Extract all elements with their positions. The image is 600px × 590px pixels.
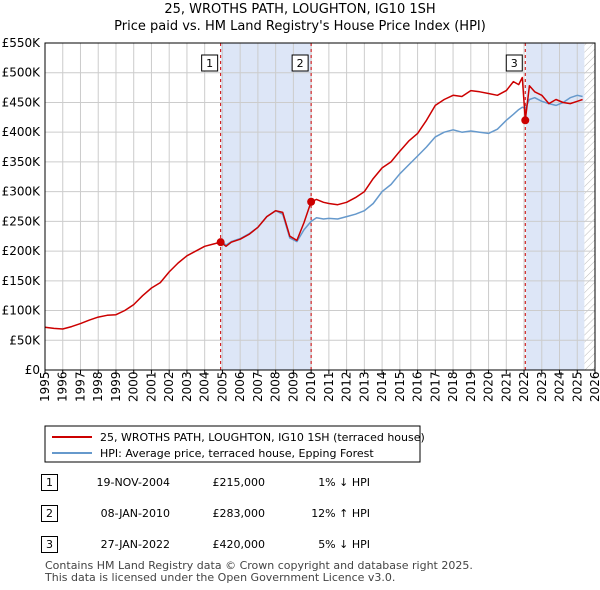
y-tick-10: £500K (2, 66, 42, 80)
sale-date-1: 19-NOV-2004 (96, 476, 170, 489)
sale-marker-3 (521, 116, 530, 125)
x-tick-2016: 2016 (411, 371, 425, 402)
x-tick-2008: 2008 (269, 371, 283, 402)
forecast-hatch (584, 43, 595, 370)
x-tick-2018: 2018 (446, 371, 460, 402)
sale-label-boxes: 1 2 3 (201, 54, 523, 72)
shaded-range-1 (220, 43, 312, 370)
legend-frame (44, 425, 421, 463)
y-tick-9: £450K (2, 95, 42, 109)
x-tick-2021: 2021 (499, 371, 513, 402)
x-tick-2014: 2014 (375, 371, 389, 402)
sale-date-2: 08-JAN-2010 (100, 507, 170, 520)
sale-number-1: 1 (41, 474, 58, 491)
y-tick-2: £100K (2, 304, 42, 318)
x-tick-2010: 2010 (304, 371, 318, 402)
x-tick-1996: 1996 (56, 371, 70, 402)
sale-marker-2 (307, 197, 316, 206)
sale-row-3: 3 27-JAN-2022 £420,000 5% ↓ HPI (0, 536, 600, 556)
x-tick-2026: 2026 (588, 371, 600, 402)
sale-row-1: 1 19-NOV-2004 £215,000 1% ↓ HPI (0, 474, 600, 494)
x-tick-2002: 2002 (162, 371, 176, 402)
sale-box-label-1: 1 (206, 57, 213, 70)
x-tick-2006: 2006 (233, 371, 247, 402)
x-tick-2001: 2001 (144, 371, 158, 402)
sale-box-1 (201, 54, 219, 72)
x-tick-2015: 2015 (393, 371, 407, 402)
y-tick-8: £400K (2, 125, 42, 139)
series-lines (44, 76, 583, 330)
x-tick-2020: 2020 (482, 371, 496, 402)
sale-box-2 (291, 54, 309, 72)
x-tick-2019: 2019 (464, 371, 478, 402)
footer-line-1: Contains HM Land Registry data © Crown c… (45, 559, 473, 572)
sale-vertical-lines (220, 43, 526, 370)
y-tick-5: £250K (2, 214, 42, 228)
sale-number-2: 2 (41, 505, 58, 522)
x-tick-2000: 2000 (127, 371, 141, 402)
legend-price-label: 25, WROTHS PATH, LOUGHTON, IG10 1SH (ter… (100, 431, 425, 444)
x-tick-1998: 1998 (91, 371, 105, 402)
price-paid-line (44, 76, 583, 330)
price-chart: 1 2 3 £0 £50K £100K £150K £200K £250K £300K £350K… (2, 36, 600, 402)
y-tick-1: £50K (9, 333, 41, 347)
x-tick-2013: 2013 (357, 371, 371, 402)
x-tick-2003: 2003 (180, 371, 194, 402)
x-tick-2024: 2024 (553, 371, 567, 402)
sale-box-label-3: 3 (511, 57, 518, 70)
x-tick-2022: 2022 (517, 371, 531, 402)
sale-hpi-1: 1% ↓ HPI (318, 476, 370, 489)
title-line-2: Price paid vs. HM Land Registry's House … (114, 19, 486, 34)
y-tick-labels: £0 £50K £100K £150K £200K £250K £300K £350K £400… (2, 36, 42, 377)
x-tick-2007: 2007 (251, 371, 265, 402)
x-tick-2009: 2009 (286, 371, 300, 402)
chart-title: 25, WROTHS PATH, LOUGHTON, IG10 1SH Pric… (0, 1, 600, 35)
x-tick-2025: 2025 (570, 371, 584, 402)
sale-hpi-3: 5% ↓ HPI (318, 538, 370, 551)
plot-frame (44, 42, 596, 371)
axes (44, 42, 596, 371)
title-line-1: 25, WROTHS PATH, LOUGHTON, IG10 1SH (164, 2, 436, 17)
x-tick-2011: 2011 (322, 371, 336, 402)
sale-box-label-2: 2 (297, 57, 304, 70)
sale-price-1: £215,000 (212, 476, 266, 489)
y-tick-4: £200K (2, 244, 42, 258)
x-tick-1997: 1997 (73, 371, 87, 402)
sale-markers (216, 116, 530, 247)
y-tick-0: £0 (25, 363, 40, 377)
sale-marker-1 (216, 238, 225, 247)
x-tick-2017: 2017 (428, 371, 442, 402)
x-tick-2023: 2023 (535, 371, 549, 402)
legend: 25, WROTHS PATH, LOUGHTON, IG10 1SH (ter… (44, 425, 425, 463)
sale-box-3 (505, 54, 523, 72)
y-tick-11: £550K (2, 36, 42, 50)
footer-attribution: Contains HM Land Registry data © Crown c… (45, 560, 473, 584)
x-tick-2004: 2004 (198, 371, 212, 402)
y-tick-7: £350K (2, 155, 42, 169)
plot-background (45, 43, 595, 370)
x-tick-1995: 1995 (38, 371, 52, 402)
shaded-regions (45, 43, 595, 370)
sale-row-2: 2 08-JAN-2010 £283,000 12% ↑ HPI (0, 505, 600, 525)
x-tick-2005: 2005 (215, 371, 229, 402)
sale-hpi-2: 12% ↑ HPI (311, 507, 370, 520)
sale-price-3: £420,000 (212, 538, 266, 551)
x-tick-1999: 1999 (109, 371, 123, 402)
x-tick-labels: 1995 1996 1997 1998 1999 2000 2001 2002 2003 2004… (38, 370, 600, 402)
sale-number-3: 3 (41, 536, 58, 553)
y-tick-6: £300K (2, 185, 42, 199)
legend-hpi-label: HPI: Average price, terraced house, Eppi… (100, 447, 374, 460)
sale-date-3: 27-JAN-2022 (100, 538, 170, 551)
x-tick-2012: 2012 (340, 371, 354, 402)
footer-line-2: This data is licensed under the Open Gov… (45, 571, 396, 584)
sale-price-2: £283,000 (212, 507, 266, 520)
y-tick-3: £150K (2, 274, 42, 288)
